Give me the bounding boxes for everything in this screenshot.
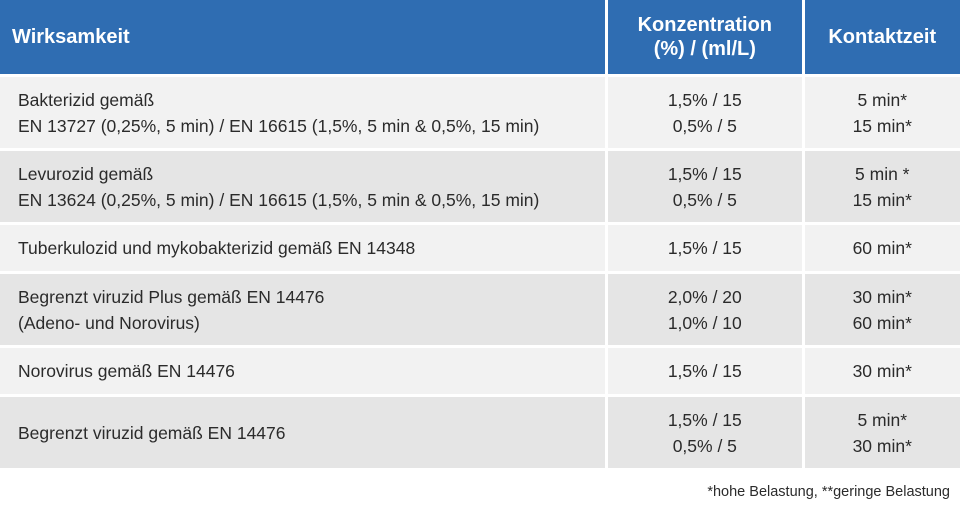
conc-value: 1,5% / 15 [667, 238, 742, 258]
header-konzentration: Konzentration (%) / (ml/L) [608, 0, 802, 74]
time-value: 15 min* [852, 115, 912, 136]
cell-konzentration: 1,5% / 15 [608, 348, 802, 394]
header-wirksamkeit: Wirksamkeit [0, 0, 606, 74]
row-desc-line1: Begrenzt viruzid Plus gemäß EN 14476 [18, 286, 325, 307]
conc-value: 2,0% / 20 [667, 286, 742, 307]
table-row: Levurozid gemäß EN 13624 (0,25%, 5 min) … [0, 151, 960, 222]
row-desc-line2: (Adeno- und Norovirus) [18, 312, 200, 333]
efficacy-table: Wirksamkeit Konzentration (%) / (ml/L) K… [0, 0, 960, 468]
footnote: *hohe Belastung, **geringe Belastung [707, 484, 950, 500]
conc-value: 0,5% / 5 [672, 115, 737, 136]
cell-kontaktzeit: 5 min* 30 min* [804, 397, 960, 468]
cell-kontaktzeit: 30 min* 60 min* [804, 274, 960, 345]
table-row: Tuberkulozid und mykobakterizid gemäß EN… [0, 225, 960, 271]
cell-kontaktzeit: 5 min* 15 min* [804, 77, 960, 148]
cell-wirksamkeit: Begrenzt viruzid Plus gemäß EN 14476 (Ad… [0, 274, 606, 345]
cell-kontaktzeit: 30 min* [804, 348, 960, 394]
cell-kontaktzeit: 5 min * 15 min* [804, 151, 960, 222]
table-row: Begrenzt viruzid Plus gemäß EN 14476 (Ad… [0, 274, 960, 345]
cell-konzentration: 1,5% / 15 0,5% / 5 [608, 397, 802, 468]
time-value: 15 min* [852, 189, 912, 210]
conc-value: 1,5% / 15 [667, 409, 742, 430]
time-value: 5 min* [857, 409, 908, 430]
table-row: Begrenzt viruzid gemäß EN 14476 1,5% / 1… [0, 397, 960, 468]
row-desc-line2: EN 13727 (0,25%, 5 min) / EN 16615 (1,5%… [18, 115, 540, 136]
time-value: 60 min* [852, 238, 912, 258]
time-value: 30 min* [852, 435, 912, 456]
cell-kontaktzeit: 60 min* [804, 225, 960, 271]
conc-value: 1,5% / 15 [667, 89, 742, 110]
conc-value: 1,5% / 15 [667, 163, 742, 184]
time-value: 5 min * [855, 163, 910, 184]
time-value: 60 min* [852, 312, 912, 333]
cell-wirksamkeit: Levurozid gemäß EN 13624 (0,25%, 5 min) … [0, 151, 606, 222]
time-value: 5 min* [857, 89, 908, 110]
header-kontaktzeit: Kontaktzeit [804, 0, 960, 74]
row-desc-line1: Bakterizid gemäß [18, 89, 155, 110]
conc-value: 1,5% / 15 [667, 361, 742, 381]
row-desc-line1: Levurozid gemäß [18, 163, 154, 184]
cell-wirksamkeit: Bakterizid gemäß EN 13727 (0,25%, 5 min)… [0, 77, 606, 148]
cell-konzentration: 1,5% / 15 [608, 225, 802, 271]
cell-konzentration: 1,5% / 15 0,5% / 5 [608, 151, 802, 222]
cell-wirksamkeit: Norovirus gemäß EN 14476 [0, 348, 606, 394]
row-desc-line2: EN 13624 (0,25%, 5 min) / EN 16615 (1,5%… [18, 189, 540, 210]
cell-wirksamkeit: Tuberkulozid und mykobakterizid gemäß EN… [0, 225, 606, 271]
time-value: 30 min* [852, 361, 912, 381]
cell-konzentration: 2,0% / 20 1,0% / 10 [608, 274, 802, 345]
conc-value: 0,5% / 5 [672, 189, 737, 210]
conc-value: 0,5% / 5 [672, 435, 737, 456]
table-row: Norovirus gemäß EN 14476 1,5% / 15 30 mi… [0, 348, 960, 394]
table-row: Bakterizid gemäß EN 13727 (0,25%, 5 min)… [0, 77, 960, 148]
table-header: Wirksamkeit Konzentration (%) / (ml/L) K… [0, 0, 960, 74]
header-konzentration-line1: Konzentration [637, 14, 773, 36]
cell-konzentration: 1,5% / 15 0,5% / 5 [608, 77, 802, 148]
cell-wirksamkeit: Begrenzt viruzid gemäß EN 14476 [0, 397, 606, 468]
time-value: 30 min* [852, 286, 912, 307]
conc-value: 1,0% / 10 [667, 312, 742, 333]
header-konzentration-line2: (%) / (ml/L) [653, 38, 756, 60]
